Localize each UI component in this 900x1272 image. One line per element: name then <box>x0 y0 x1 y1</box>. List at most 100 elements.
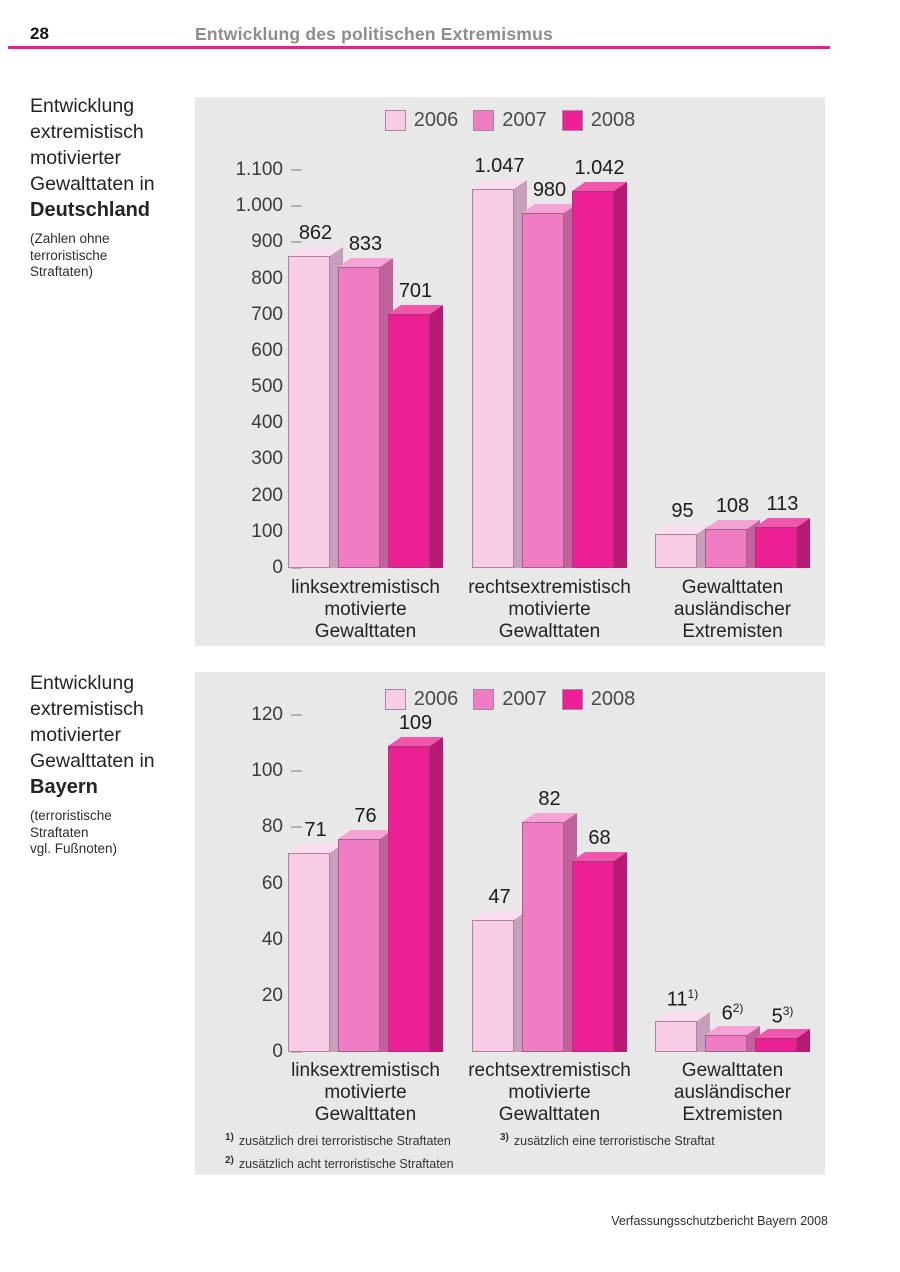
y-axis-tick-label: 400 <box>251 412 283 434</box>
bar-front-face <box>655 1021 697 1052</box>
bar-2006 <box>472 911 527 1052</box>
caption-line: motivierter <box>30 147 122 169</box>
caption-line: Gewalttaten in <box>30 173 155 195</box>
category-label: rechtsextremistisch motivierte Gewalttaten <box>440 577 660 643</box>
bar-top-face <box>288 844 343 853</box>
bar-2008 <box>755 518 810 568</box>
bar-top-face <box>388 737 443 746</box>
bar-2006 <box>655 1012 710 1052</box>
legend-item-2008: 2008 <box>561 688 636 711</box>
legend-swatch-2006 <box>384 689 406 710</box>
y-axis-tick-label: 20 <box>261 984 283 1006</box>
footnotes-column-1: 1) zusätzlich drei terroristische Strafta… <box>225 1128 454 1174</box>
bar-front-face <box>755 1038 797 1052</box>
bar-front-face <box>472 189 514 568</box>
category-label-line: ausländischer <box>673 599 792 620</box>
chart-legend: 2006 2007 2008 <box>195 109 825 132</box>
chart-legend: 2006 2007 2008 <box>195 688 825 711</box>
bar-side-face <box>430 305 443 568</box>
bar-value-label: 82 <box>538 788 561 810</box>
footnote-marker: 1) <box>687 987 699 1001</box>
bar-2008 <box>388 305 443 568</box>
bar-top-face <box>705 520 760 529</box>
category-label-line: Gewalttaten <box>314 621 417 642</box>
y-axis-tick-label: 800 <box>251 267 283 289</box>
bar-front-face <box>522 213 564 568</box>
category-label-line: motivierte <box>508 1082 591 1103</box>
caption-note-line: (Zahlen ohne <box>30 231 110 246</box>
caption-line: extremistisch <box>30 121 144 143</box>
y-axis-tick-mark <box>291 714 302 716</box>
y-axis-tick-label: 700 <box>251 303 283 325</box>
bar-2008 <box>755 1029 810 1052</box>
bar-front-face <box>572 861 614 1052</box>
bar-front-face <box>522 822 564 1052</box>
category-label-line: linksextremistisch <box>291 1060 440 1081</box>
category-label-line: motivierte <box>508 599 591 620</box>
footnote: 3) zusätzlich eine terroristische Strafta… <box>500 1128 715 1151</box>
y-axis-tick-label: 500 <box>251 376 283 398</box>
bar-top-face <box>522 813 577 822</box>
bar-side-face <box>614 852 627 1052</box>
bar-2006 <box>288 844 343 1052</box>
bar-2008 <box>572 852 627 1052</box>
caption-note: (Zahlen ohne terroristische Straftaten) <box>30 231 195 281</box>
bar-top-face <box>472 911 527 920</box>
category-label-line: ausländischer <box>673 1082 792 1103</box>
bar-2008 <box>572 182 627 568</box>
y-axis-tick-mark <box>291 567 302 569</box>
bar-value-label: 68 <box>588 827 611 849</box>
legend-label: 2008 <box>590 688 636 710</box>
bar-front-face <box>338 267 380 568</box>
y-axis-tick-label: 900 <box>251 231 283 253</box>
bar-side-face <box>430 737 443 1052</box>
caption-note-line: vgl. Fußnoten) <box>30 841 118 856</box>
bar-2007 <box>705 1026 760 1052</box>
bar-top-face <box>288 247 343 256</box>
caption-note-line: Straftaten) <box>30 264 94 279</box>
category-label-line: Extremisten <box>682 1104 783 1125</box>
footnote: 1) zusätzlich drei terroristische Strafta… <box>225 1128 454 1151</box>
bar-top-face <box>705 1026 760 1035</box>
bar-top-face <box>755 1029 810 1038</box>
y-axis-tick-label: 120 <box>251 704 283 725</box>
bar-front-face <box>288 256 330 568</box>
bar-top-face <box>472 180 527 189</box>
y-axis-tick-mark <box>291 826 302 829</box>
caption-line: Entwicklung <box>30 95 135 117</box>
bar-value-label: 111) <box>666 987 699 1011</box>
bar-value-label: 47 <box>488 886 511 908</box>
category-label: linksextremistisch motivierte Gewalttaten <box>256 577 476 643</box>
y-axis-tick-label: 1.000 <box>235 195 283 217</box>
caption-region: Bayern <box>30 776 98 798</box>
bar-value-label: 1.042 <box>574 157 625 179</box>
bar-2006 <box>288 247 343 568</box>
caption-title: Entwicklung extremistisch motivierter Ge… <box>30 670 195 800</box>
bar-2007 <box>522 813 577 1052</box>
legend-label: 2007 <box>502 109 547 131</box>
bar-top-face <box>655 525 710 534</box>
legend-label: 2006 <box>413 688 459 710</box>
y-axis-tick-label: 0 <box>272 557 283 578</box>
legend-swatch-2007 <box>473 689 495 710</box>
legend-item-2006: 2006 <box>384 109 458 132</box>
bar-value-label: 95 <box>671 500 694 522</box>
page-title: Entwicklung des politischen Extremismus <box>195 24 553 44</box>
bar-value-label: 108 <box>715 495 750 517</box>
legend-item-2007: 2007 <box>473 109 547 132</box>
category-label: Gewalttaten ausländischer Extremisten <box>623 577 843 643</box>
category-label-line: Gewalttaten <box>681 1060 784 1081</box>
y-axis-tick-label: 300 <box>251 448 283 470</box>
bar-2006 <box>655 525 710 568</box>
bar-value-label: 980 <box>532 179 567 201</box>
chart-caption-bayern: Entwicklung extremistisch motivierter Ge… <box>30 670 195 858</box>
bar-front-face <box>755 527 797 568</box>
legend-swatch-2008 <box>561 689 583 710</box>
bar-value-label: 76 <box>354 805 377 827</box>
header-rule <box>8 46 830 49</box>
legend-label: 2008 <box>590 109 636 131</box>
category-label: rechtsextremistisch motivierte Gewalttaten <box>440 1060 660 1126</box>
bar-value-label: 833 <box>348 233 383 255</box>
footnote-text: zusätzlich drei terroristische Straftate… <box>238 1134 451 1149</box>
category-label-line: Extremisten <box>682 621 783 642</box>
